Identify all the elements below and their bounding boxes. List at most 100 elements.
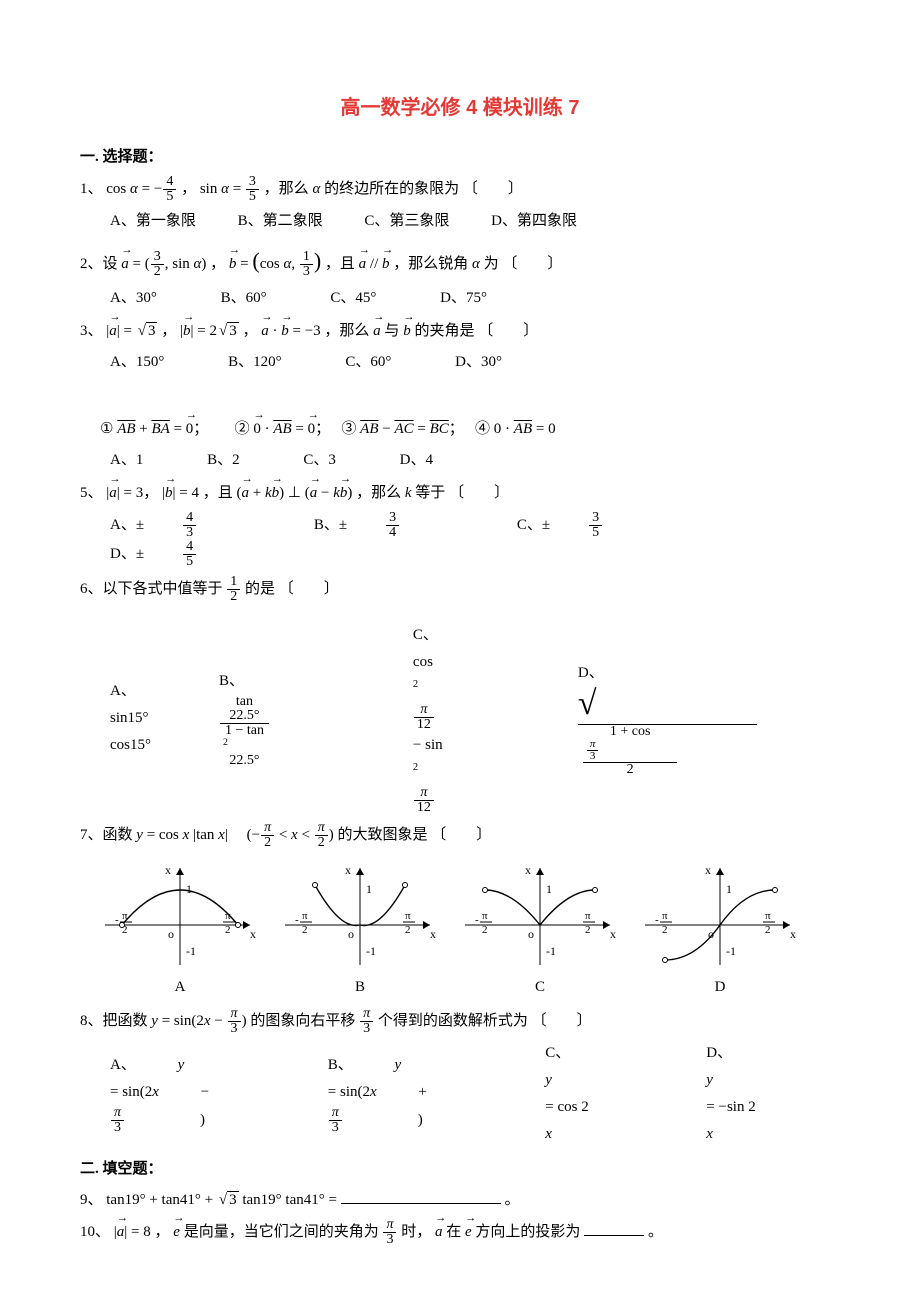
q4-s3: ③ [341,421,356,437]
svg-text:o: o [348,927,354,941]
q9-eq: = [328,1192,340,1208]
svg-text:2: 2 [405,924,411,936]
q2-opt-a: A、30° [110,285,157,312]
blank-paren: 〔 〕 [478,323,538,339]
page-title: 高一数学必修 4 模块训练 7 [80,90,840,126]
svg-text:x: x [790,927,796,941]
q3-tail: 的夹角是 [414,323,474,339]
q3-opt-b: B、120° [228,349,282,376]
q6-prefix: 6、以下各式中值等于 [80,581,223,597]
svg-text:x: x [705,863,711,877]
q4-options: A、1 B、2 C、3 D、4 [110,447,840,474]
q2-opt-b: B、60° [221,285,267,312]
q8-opt-b: B、 y = sin(2x + π3) [328,1052,477,1135]
q8-options: A、 y = sin(2x − π3) B、 y = sin(2x + π3) … [110,1040,840,1148]
q5-tail2: 等于 [415,485,445,501]
graph-d: x 1 -1 o x - π2 π2 D [640,860,800,1001]
svg-text:π: π [405,910,411,922]
graph-a-label: A [100,974,260,1001]
q9-blank [341,1188,501,1204]
q10-mid5: 方向上的投影为 [475,1224,580,1240]
graph-a: x 1 -1 o x - π2 π2 A [100,860,260,1001]
q6-opt-a: A、sin15° cos15° [110,678,151,759]
q4-s1: ① [100,421,113,437]
q2-opt-c: C、45° [330,285,376,312]
q6-tail: 的是 [245,581,275,597]
question-2: 2、设 a = (32, sin α) ， b = (cos α, 13) ，且… [80,241,840,281]
question-7: 7、函数 y = cos x |tan x| (−π2 < x < π2) 的大… [80,821,840,850]
section-2-heading: 二. 填空题： [80,1156,840,1183]
q8-opt-d: D、 y = −sin 2x [706,1040,802,1148]
svg-text:π: π [302,910,308,922]
graph-c-label: C [460,974,620,1001]
svg-text:-1: -1 [726,944,736,958]
blank-paren: 〔 〕 [502,256,562,272]
question-5: 5、 |a| = 3， |b| = 4 ，且 (a + kb) ⊥ (a − k… [80,480,840,507]
svg-text:2: 2 [765,924,771,936]
question-9: 9、 tan19° + tan41° + 3 tan19° tan41° = 。 [80,1187,840,1214]
graph-b-label: B [280,974,440,1001]
svg-text:π: π [585,910,591,922]
q10-mid3: 时， [401,1224,431,1240]
svg-text:1: 1 [726,882,732,896]
svg-text:π: π [662,910,668,922]
svg-text:-: - [475,914,479,926]
q3-opt-a: A、150° [110,349,164,376]
q5-opt-c: C、± [517,512,550,539]
svg-text:1: 1 [186,882,192,896]
svg-text:2: 2 [482,924,488,936]
q1-opt-b: B、第二象限 [238,208,323,235]
blank-paren: 〔 〕 [449,485,509,501]
q9-end: 。 [504,1192,519,1208]
graph-b: x 1 -1 o x - π2 π2 B [280,860,440,1001]
q5-opt-d: D、± [110,541,144,568]
q3-options: A、150° B、120° C、60° D、30° [110,349,840,376]
blank-paren: 〔 〕 [431,827,491,843]
graph-c: x 1 -1 o x - π2 π2 C [460,860,620,1001]
q4-opt-c: C、3 [303,447,336,474]
svg-text:2: 2 [225,924,231,936]
q7-tail: 的大致图象是 [337,827,427,843]
svg-text:x: x [345,863,351,877]
q8-mid: 的图象向右平移 [250,1013,355,1029]
q2-options: A、30° B、60° C、45° D、75° [110,285,840,312]
blank-paren: 〔 〕 [279,581,339,597]
question-10: 10、 |a| = 8 ， e 是向量，当它们之间的夹角为 π3 时， a 在 … [80,1218,840,1247]
q2-mid: ，且 [325,256,355,272]
q10-end: 。 [648,1224,663,1240]
section-1-heading: 一. 选择题： [80,144,840,171]
q4-s2: ② [235,421,250,437]
svg-text:-: - [115,914,119,926]
q10-mid1: ， [155,1224,170,1240]
q8-prefix: 8、把函数 [80,1013,148,1029]
q6-opt-b: B、 tan 22.5°1 − tan2 22.5° [219,668,345,769]
q8-opt-a: A、 y = sin(2x − π3) [110,1052,260,1135]
svg-text:π: π [765,910,771,922]
q10-mid4: 在 [446,1224,461,1240]
svg-text:x: x [250,927,256,941]
svg-text:1: 1 [366,882,372,896]
blank-paren: 〔 〕 [463,181,523,197]
q4-s4: ④ [475,421,490,437]
q3-opt-d: D、30° [455,349,502,376]
q1-options: A、第一象限 B、第二象限 C、第三象限 D、第四象限 [110,208,840,235]
svg-text:x: x [525,863,531,877]
q10-prefix: 10、 [80,1224,110,1240]
q1-opt-a: A、第一象限 [110,208,196,235]
question-3: 3、 |a| = 3 ， |b| = 23 ， a · b = −3 ，那么 a… [80,318,840,345]
q5-opt-a: A、± [110,512,144,539]
svg-text:-: - [655,914,659,926]
svg-text:-1: -1 [546,944,556,958]
q5-options: A、±43 B、±34 C、±35 D、±45 [110,511,840,569]
q2-tail: ，那么锐角 [393,256,468,272]
q8-tail: 个得到的函数解析式为 [378,1013,528,1029]
svg-text:2: 2 [662,924,668,936]
q10-blank [584,1220,644,1236]
q2-opt-d: D、75° [440,285,487,312]
q1-opt-d: D、第四象限 [491,208,577,235]
q6-options: A、sin15° cos15° B、 tan 22.5°1 − tan2 22.… [110,622,840,815]
q5-mid: ，且 [203,485,233,501]
q7-graphs: x 1 -1 o x - π2 π2 A x 1 -1 o x - π2 π2 [100,860,840,1001]
q4-opt-d: D、4 [400,447,433,474]
svg-text:x: x [610,927,616,941]
